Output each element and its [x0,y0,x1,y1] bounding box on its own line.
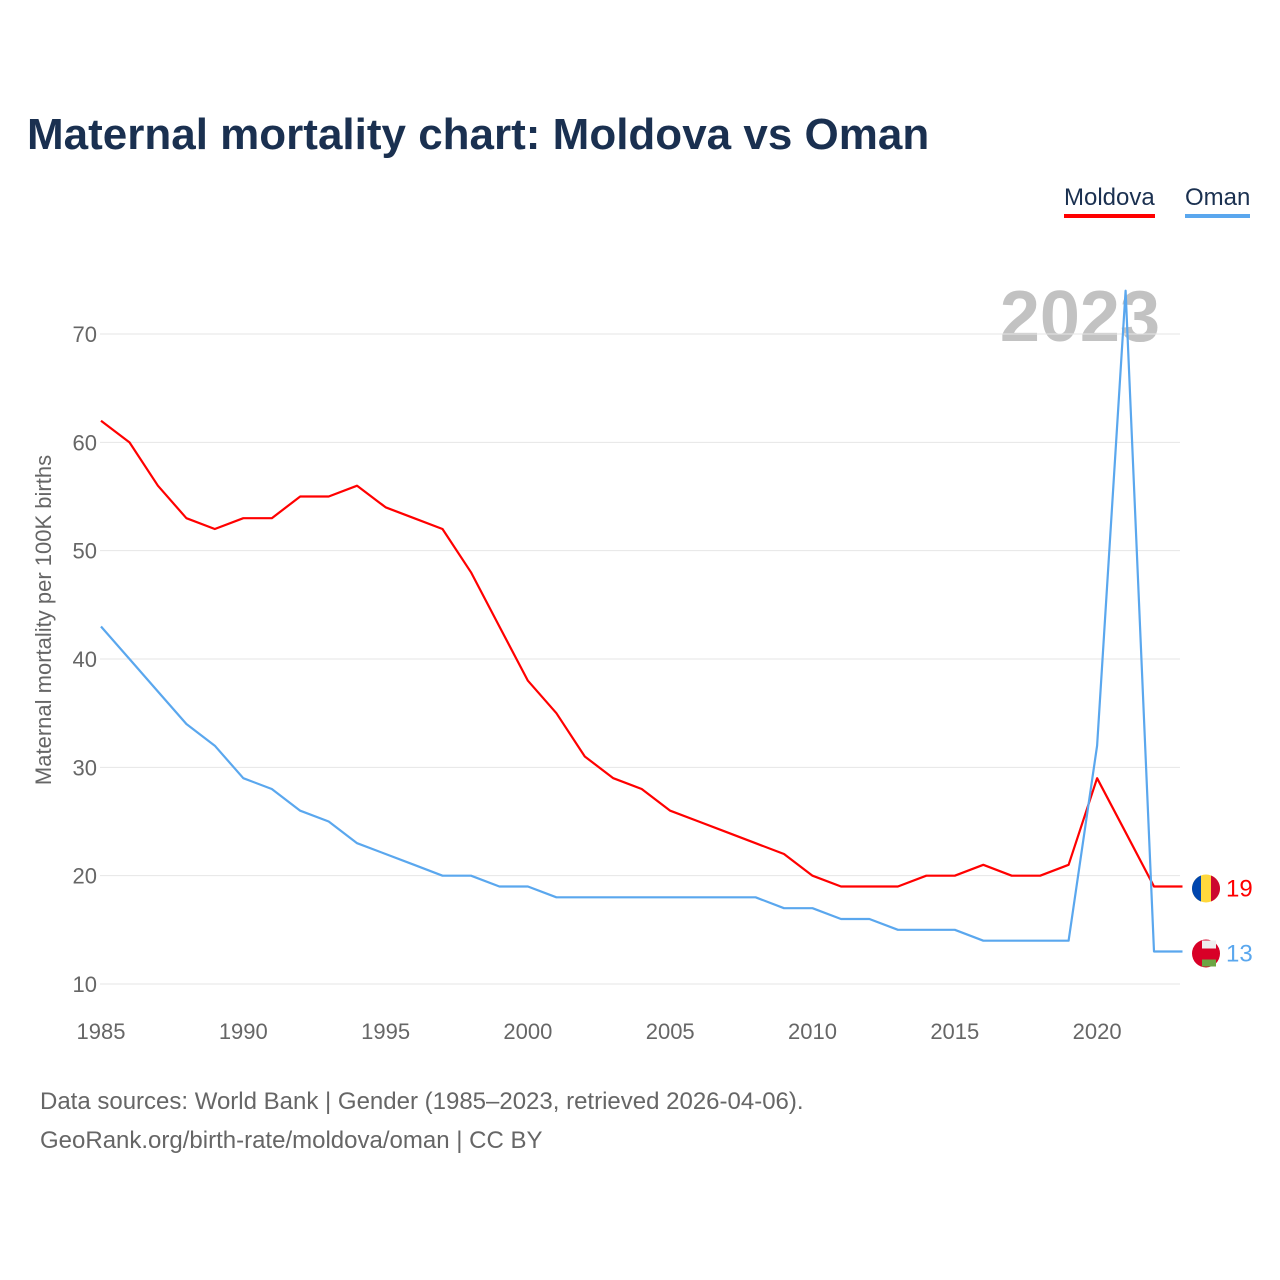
y-tick-label: 20 [73,864,97,889]
y-axis-label: Maternal mortality per 100K births [31,455,56,785]
series-line-oman [100,289,1183,953]
year-watermark: 2023 [1000,277,1160,357]
legend-oman[interactable]: Oman [1185,184,1251,218]
y-tick-label: 60 [73,430,97,455]
chart-title: Maternal mortality chart: Moldova vs Oma… [27,110,930,159]
x-tick-label: 2020 [1073,1019,1122,1044]
legend-moldova[interactable]: Moldova [1064,184,1155,218]
series-line-moldova [100,419,1183,888]
oman-flag-green [1202,959,1216,967]
oman-flag-white [1202,940,1216,949]
y-tick-label: 40 [73,647,97,672]
x-tick-label: 1985 [77,1019,126,1044]
footer-link[interactable]: GeoRank.org/birth-rate/moldova/oman | CC… [40,1127,543,1154]
moldova-flag-red [1211,875,1220,902]
end-value-label-oman: 13 [1226,941,1253,968]
footer-sources: Data sources: World Bank | Gender (1985–… [40,1088,804,1115]
y-tick-label: 50 [73,539,97,564]
x-tick-label: 2015 [930,1019,979,1044]
x-tick-label: 2010 [788,1019,837,1044]
x-tick-label: 1990 [219,1019,268,1044]
y-tick-label: 30 [73,755,97,780]
x-tick-label: 2000 [503,1019,552,1044]
y-tick-label: 10 [73,972,97,997]
x-tick-label: 2005 [646,1019,695,1044]
y-tick-label: 70 [73,322,97,347]
x-tick-label: 1995 [361,1019,410,1044]
moldova-flag-blue [1192,875,1201,902]
end-value-label-moldova: 19 [1226,876,1253,903]
